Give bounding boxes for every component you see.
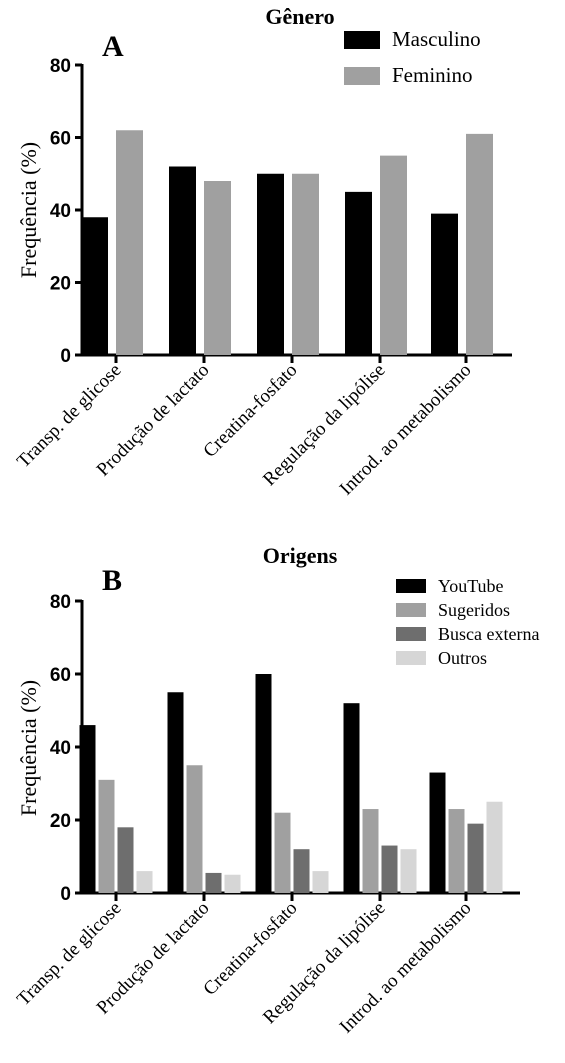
chart-b-y-tick-label: 80 [50, 592, 71, 613]
chart-b-bar-0-1 [167, 692, 184, 893]
chart-a-legend-swatch [344, 67, 380, 85]
chart-a-bar-1-3 [380, 155, 407, 355]
chart-b-legend-swatch [396, 651, 426, 665]
chart-a-y-tick-label: 0 [60, 346, 71, 367]
chart-b-panel-label: B [102, 564, 122, 597]
chart-b-bar-1-1 [186, 765, 203, 893]
chart-a-bar-1-4 [466, 133, 493, 355]
chart-b-y-tick-label: 40 [50, 738, 71, 759]
chart-a-y-tick-label: 40 [50, 201, 71, 222]
chart-b-y-tick-label: 60 [50, 665, 71, 686]
chart-b-legend-label: Outros [438, 648, 487, 668]
chart-b-bar-3-3 [400, 849, 417, 893]
chart-b-bar-3-2 [312, 871, 329, 893]
chart-b-ylabel: Frequência (%) [16, 680, 41, 816]
chart-b-bar-1-4 [448, 809, 465, 893]
chart-b-y-tick-label: 0 [60, 884, 71, 905]
chart-b-bar-3-4 [486, 801, 503, 893]
chart-b-legend-swatch [396, 603, 426, 617]
chart-a-bar-0-2 [257, 173, 284, 355]
chart-a-ylabel: Frequência (%) [16, 142, 41, 278]
chart-b-title: Origens [263, 543, 338, 568]
chart-b-bar-0-4 [429, 772, 446, 893]
chart-b-legend-swatch [396, 627, 426, 641]
chart-a-bar-0-1 [169, 166, 196, 355]
chart-b-bar-2-3 [381, 845, 398, 893]
chart-b-bar-2-4 [467, 823, 484, 893]
chart-b-category-label: Creatina-fosfato [199, 898, 301, 1000]
chart-b-legend-label: YouTube [438, 576, 504, 596]
chart-b-bar-2-1 [205, 872, 222, 893]
chart-a-legend-label: Feminino [392, 63, 473, 87]
chart-b-bar-3-1 [224, 874, 241, 893]
chart-a-bar-1-0 [116, 130, 143, 355]
chart-a-legend-label: Masculino [392, 27, 481, 51]
chart-a-y-tick-label: 60 [50, 129, 71, 150]
chart-a-y-tick-label: 20 [50, 274, 71, 295]
chart-a-legend-swatch [344, 31, 380, 49]
chart-a-bar-0-0 [81, 217, 108, 355]
chart-b-bar-3-0 [136, 871, 153, 893]
chart-b-legend-label: Busca externa [438, 624, 539, 644]
chart-a-bar-1-1 [204, 181, 231, 355]
chart-b-bar-0-2 [255, 674, 272, 893]
chart-b-legend-swatch [396, 579, 426, 593]
chart-b-legend-label: Sugeridos [438, 600, 510, 620]
chart-b-bar-1-2 [274, 812, 291, 893]
chart-a-y-tick-label: 80 [50, 56, 71, 77]
chart-a-bar-0-4 [431, 213, 458, 355]
chart-a-panel-label: A [102, 30, 124, 63]
chart-a-bar-0-3 [345, 191, 372, 355]
chart-a-title: Gênero [265, 4, 334, 29]
chart-b-bar-2-2 [293, 849, 310, 893]
chart-b-bar-2-0 [117, 827, 134, 893]
chart-a-category-label: Creatina-fosfato [199, 360, 301, 462]
chart-a-bar-1-2 [292, 173, 319, 355]
chart-b-bar-0-3 [343, 703, 360, 893]
chart-b-bar-1-3 [362, 809, 379, 893]
chart-b-bar-0-0 [79, 725, 96, 893]
chart-b-y-tick-label: 20 [50, 811, 71, 832]
chart-b-bar-1-0 [98, 779, 115, 893]
